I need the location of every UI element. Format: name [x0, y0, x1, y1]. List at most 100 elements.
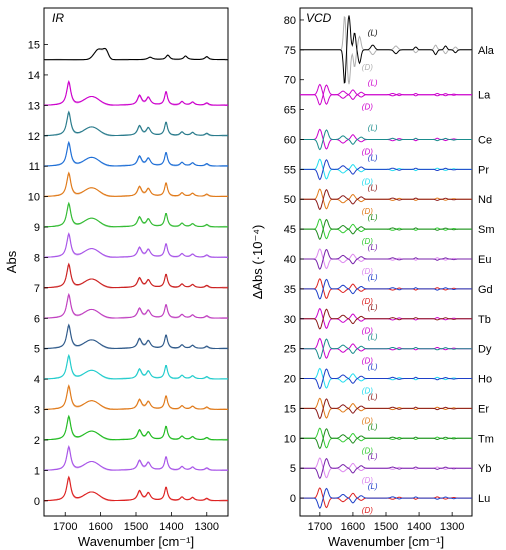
ir-panel: IR 1700 1600 1500 1400 130001234567891011121…	[4, 7, 229, 549]
ir-y-axis-title: Abs	[4, 250, 19, 273]
ir-series-line	[44, 47, 228, 61]
ir-panel-title: IR	[52, 11, 64, 25]
vcd-y-tick-label: 70	[284, 75, 296, 87]
vcd-series-name: Tb	[478, 314, 491, 326]
vcd-d-label: (D)	[362, 267, 373, 276]
ir-y-tick-label: 10	[28, 192, 40, 204]
vcd-d-label: (D)	[362, 506, 373, 515]
ir-y-tick-label: 0	[34, 496, 40, 508]
ir-series-line	[44, 262, 228, 289]
ir-series-line	[44, 79, 228, 106]
vcd-series-l-line	[300, 457, 472, 479]
vcd-d-label: (D)	[362, 446, 373, 455]
vcd-d-label: (D)	[362, 357, 373, 366]
vcd-d-label: (D)	[362, 103, 373, 112]
vcd-l-label: (L)	[368, 363, 378, 372]
vcd-d-label: (D)	[362, 387, 373, 396]
ir-y-tick-label: 3	[34, 405, 40, 417]
ir-series-line	[44, 444, 228, 471]
ir-series-line	[44, 232, 228, 258]
vcd-series-l-line	[300, 189, 472, 211]
vcd-series-d-line	[300, 15, 472, 85]
vcd-series-name: Dy	[478, 344, 492, 356]
vcd-d-label: (D)	[362, 177, 373, 186]
ir-y-tick-label: 13	[28, 100, 40, 112]
ir-ticks: 1700 1600 1500 1400 130001234567891011121314…	[28, 40, 219, 533]
vcd-y-axis-title: ΔAbs (·10⁻⁴)	[250, 225, 265, 300]
vcd-l-label: (L)	[368, 392, 378, 401]
vcd-series-l-line	[300, 84, 472, 106]
ir-x-tick-label: 1400	[159, 521, 183, 533]
vcd-l-label: (L)	[368, 303, 378, 312]
vcd-l-label: (L)	[368, 273, 378, 282]
vcd-x-axis-title: Wavenumber [cm⁻¹]	[328, 534, 444, 549]
ir-y-tick-label: 2	[34, 435, 40, 447]
vcd-d-label: (D)	[362, 327, 373, 336]
ir-series-line-d	[44, 49, 229, 61]
vcd-x-tick-label: 1600	[341, 521, 365, 533]
ir-series-group	[43, 47, 229, 502]
vcd-series-l-line	[300, 338, 472, 360]
vcd-series-l-line	[300, 368, 472, 390]
ir-y-tick-label: 1	[34, 465, 40, 477]
ir-y-tick-label: 9	[34, 222, 40, 234]
vcd-d-label: (D)	[362, 63, 373, 72]
vcd-series-name: Gd	[478, 284, 493, 296]
ir-series-line	[44, 475, 228, 502]
vcd-series-name: Er	[478, 403, 489, 415]
ir-y-tick-label: 12	[28, 131, 40, 143]
ir-x-tick-label: 1500	[124, 521, 148, 533]
vcd-d-label: (D)	[362, 476, 373, 485]
vcd-series-name: La	[478, 90, 491, 102]
vcd-series-l-line	[300, 428, 472, 450]
vcd-series-l-line	[300, 15, 472, 84]
ir-series-line	[44, 414, 228, 441]
vcd-y-tick-label: 35	[284, 284, 296, 296]
vcd-x-tick-label: 1300	[440, 521, 464, 533]
vcd-series-name: Eu	[478, 254, 491, 266]
vcd-l-label: (L)	[368, 333, 378, 342]
vcd-series-l-line	[300, 129, 472, 151]
vcd-d-label: (D)	[362, 207, 373, 216]
vcd-y-tick-label: 50	[284, 194, 296, 206]
vcd-l-label: (L)	[368, 482, 378, 491]
vcd-d-label: (D)	[362, 237, 373, 246]
vcd-y-tick-label: 65	[284, 105, 296, 117]
vcd-series-l-line	[300, 218, 472, 241]
vcd-d-label: (D)	[362, 297, 373, 306]
ir-y-tick-label: 5	[34, 344, 40, 356]
ir-y-tick-label: 4	[34, 374, 40, 386]
vcd-series-name: Sm	[478, 224, 495, 236]
ir-series-line	[44, 384, 228, 411]
ir-series-line	[44, 110, 228, 137]
vcd-y-tick-label: 80	[284, 15, 296, 27]
vcd-series-name: Tm	[478, 433, 494, 445]
vcd-x-tick-label: 1700	[308, 521, 332, 533]
vcd-y-tick-label: 20	[284, 374, 296, 386]
vcd-y-tick-label: 15	[284, 403, 296, 415]
ir-y-tick-label: 6	[34, 313, 40, 325]
vcd-y-tick-label: 55	[284, 164, 296, 176]
ir-series-line	[44, 171, 228, 198]
vcd-y-tick-label: 60	[284, 134, 296, 146]
vcd-series-name: Ce	[478, 134, 492, 146]
vcd-l-label: (L)	[368, 28, 378, 37]
vcd-d-label: (D)	[362, 416, 373, 425]
vcd-l-label: (L)	[368, 79, 378, 88]
ir-y-tick-label: 14	[28, 70, 40, 82]
vcd-l-label: (L)	[368, 422, 378, 431]
vcd-series-l-line	[300, 159, 472, 181]
vcd-series-l-line	[300, 487, 472, 509]
ir-y-tick-label: 8	[34, 252, 40, 264]
vcd-series-l-line	[300, 398, 472, 420]
vcd-y-tick-label: 30	[284, 314, 296, 326]
vcd-y-tick-label: 5	[290, 463, 296, 475]
vcd-panel: VCD (L)(D)Ala(L)(D)La(L)(D)Ce(L)(D)Pr(L)…	[250, 7, 495, 549]
ir-y-tick-label: 11	[29, 161, 40, 173]
ir-y-tick-label: 15	[28, 40, 40, 52]
ir-y-tick-label: 7	[34, 283, 40, 295]
vcd-series-name: Pr	[478, 164, 489, 176]
ir-x-axis-title: Wavenumber [cm⁻¹]	[78, 534, 194, 549]
ir-series-line	[43, 353, 228, 380]
vcd-y-tick-label: 40	[284, 254, 296, 266]
